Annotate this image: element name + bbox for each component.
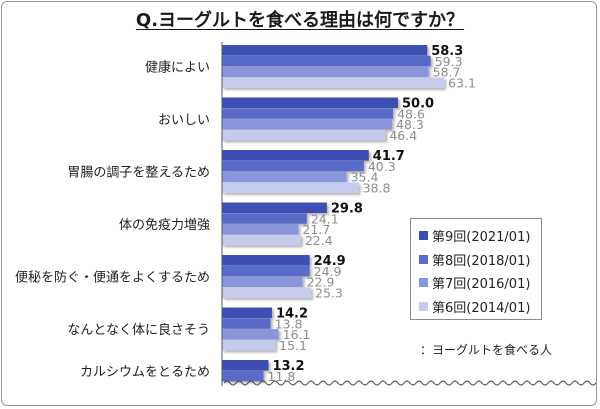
bar — [222, 150, 369, 161]
bar — [222, 202, 327, 213]
bar — [222, 129, 386, 141]
data-label: 24.1 — [311, 211, 339, 226]
data-label: 24.9 — [314, 254, 346, 269]
data-label: 48.6 — [397, 106, 425, 121]
bar — [222, 276, 303, 288]
legend-label: 第7回(2016/01) — [432, 277, 531, 293]
data-label: 58.3 — [431, 44, 463, 59]
data-label: 41.7 — [373, 149, 405, 164]
bar — [222, 160, 364, 172]
category-label: 胃腸の調子を整えるため — [67, 166, 210, 181]
legend-item: 第8回(2018/01) — [419, 248, 541, 272]
data-label: 21.7 — [302, 222, 330, 237]
data-label: 50.0 — [402, 97, 434, 112]
data-label: 13.8 — [275, 316, 303, 331]
legend-item: 第9回(2021/01) — [419, 224, 541, 248]
bar — [222, 97, 398, 108]
legend: 第9回(2021/01) 第8回(2018/01) 第7回(2016/01) 第… — [410, 218, 542, 320]
data-label: 38.8 — [363, 180, 391, 195]
bar — [222, 77, 445, 88]
data-label: 22.9 — [307, 275, 335, 290]
bar — [222, 213, 307, 224]
legend-label: 第9回(2021/01) — [432, 230, 531, 246]
bar — [222, 287, 312, 298]
data-label: 63.1 — [448, 75, 476, 90]
bar — [222, 45, 428, 56]
bar — [222, 339, 276, 351]
bar — [222, 255, 310, 266]
bar — [222, 307, 272, 318]
data-label: 59.3 — [435, 54, 463, 69]
axis-break-mark — [223, 380, 597, 386]
bar — [222, 329, 279, 340]
legend-swatch — [419, 254, 428, 264]
data-label: 22.4 — [305, 233, 333, 248]
bar — [222, 108, 394, 119]
data-label: 13.2 — [272, 359, 304, 374]
bar — [222, 182, 359, 193]
bar — [222, 119, 393, 130]
category-label: 便秘を防ぐ・便通をよくするため — [15, 270, 210, 286]
category-label: 健康によい — [145, 60, 210, 76]
footnote: ：ヨーグルトを食べる人 — [420, 343, 553, 357]
bar — [222, 265, 310, 277]
legend-item: 第7回(2016/01) — [419, 271, 541, 295]
bar — [222, 55, 431, 67]
data-label: 46.4 — [389, 128, 417, 143]
data-label: 48.3 — [396, 117, 424, 132]
data-label: 35.4 — [351, 170, 379, 185]
category-label: カルシウムをとるため — [80, 365, 210, 380]
legend-swatch — [419, 278, 428, 288]
legend-swatch — [419, 231, 428, 241]
bar — [222, 66, 429, 78]
bar — [222, 360, 269, 371]
category-label: なんとなく体に良さそう — [67, 322, 210, 338]
bar — [222, 171, 347, 183]
data-label: 58.7 — [433, 65, 461, 80]
category-label: 体の免疫力増強 — [119, 217, 210, 233]
legend-label: 第8回(2018/01) — [432, 253, 531, 269]
bar — [222, 234, 301, 246]
legend-item: 第6回(2014/01) — [419, 295, 541, 319]
chart-title: Q.ヨーグルトを食べる理由は何ですか？ — [135, 10, 465, 31]
data-label: 11.8 — [268, 369, 296, 384]
bar — [222, 318, 271, 329]
bar — [222, 224, 299, 235]
category-label: おいしい — [158, 113, 210, 128]
legend-swatch — [419, 301, 428, 311]
legend-label: 第6回(2014/01) — [432, 300, 531, 316]
bar — [222, 370, 264, 382]
data-label: 29.8 — [331, 202, 363, 217]
data-label: 40.3 — [368, 159, 396, 174]
data-label: 16.1 — [283, 327, 311, 342]
data-label: 25.3 — [315, 285, 343, 300]
data-label: 24.9 — [314, 264, 342, 279]
data-label: 15.1 — [279, 338, 307, 353]
data-label: 14.2 — [276, 307, 308, 322]
